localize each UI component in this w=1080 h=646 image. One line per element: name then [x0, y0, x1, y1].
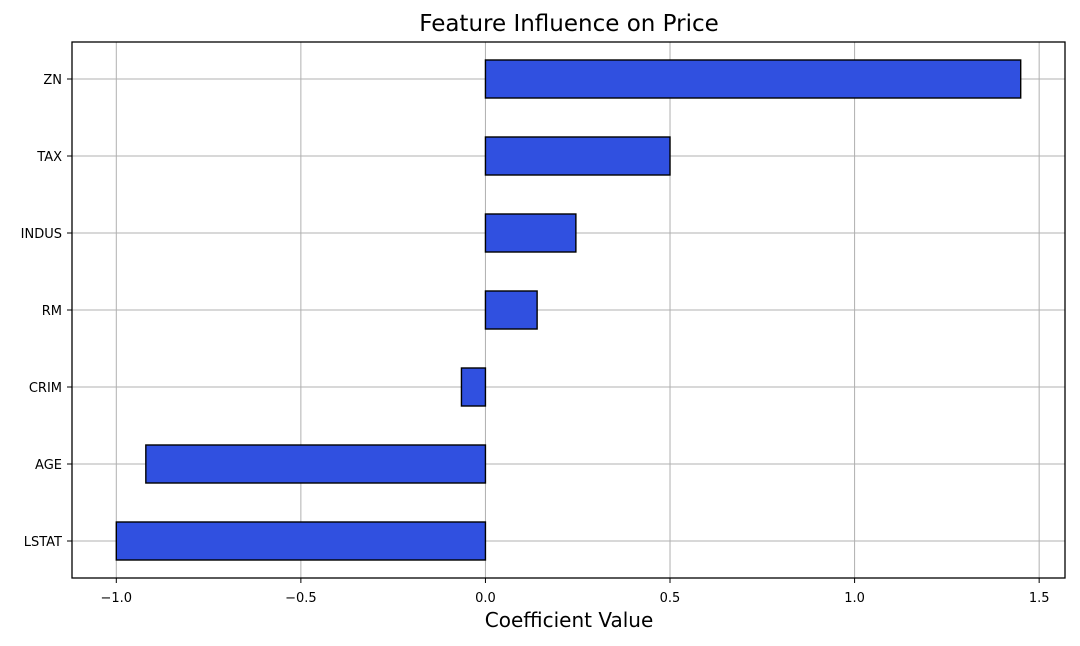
x-tick-label: 0.5 [660, 591, 681, 606]
y-tick-label: AGE [35, 458, 62, 473]
x-tick-label: 1.5 [1029, 591, 1050, 606]
bar-layer [115, 59, 1022, 561]
x-tick-layer: −1.0 −0.5 0.0 0.5 1.0 1.5 [101, 578, 1050, 606]
chart-title: Feature Influence on Price [419, 11, 719, 37]
bar-rm [484, 290, 538, 330]
bar-crim [460, 367, 487, 407]
y-tick-label: ZN [43, 73, 62, 88]
bar-indus [484, 213, 577, 253]
x-tick-label: −1.0 [101, 591, 133, 606]
bar-zn [484, 59, 1022, 99]
x-tick-label: −0.5 [285, 591, 317, 606]
x-tick-label: 1.0 [844, 591, 865, 606]
y-tick-layer: ZN TAX INDUS RM CRIM AGE LSTAT [21, 73, 72, 550]
y-tick-label: LSTAT [24, 535, 62, 550]
bar-lstat [115, 521, 487, 561]
bar-tax [484, 136, 671, 176]
grid-layer [72, 42, 1065, 578]
y-tick-label: RM [42, 304, 62, 319]
bar-age [145, 444, 487, 484]
y-tick-label: TAX [36, 150, 62, 165]
x-axis-label: Coefficient Value [485, 608, 654, 632]
x-tick-label: 0.0 [475, 591, 496, 606]
y-tick-label: CRIM [29, 381, 62, 396]
y-tick-label: INDUS [21, 227, 62, 242]
